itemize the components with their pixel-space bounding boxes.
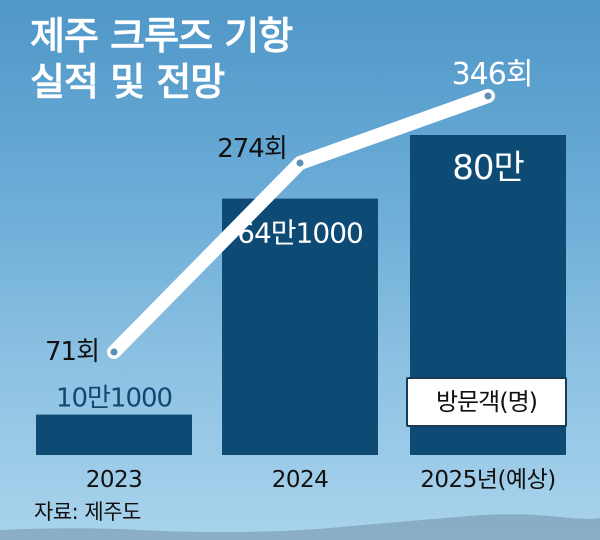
x-tick-label: 2023 — [86, 467, 143, 493]
shoreline — [0, 514, 600, 540]
bar-value-label: 64만1000 — [237, 217, 363, 250]
bar-value-label: 10만1000 — [56, 384, 172, 414]
line-point — [293, 156, 307, 170]
chart-title-line-1: 제주 크루즈 기항 — [30, 14, 293, 58]
x-tick-label: 2024 — [272, 467, 329, 493]
line-point — [107, 345, 121, 359]
labels: 10만1000 2023 64만1000 2024 80만 2025년(예상) 71회 274… — [45, 57, 556, 493]
shoreline-shape — [0, 514, 600, 540]
line-value-label: 346회 — [452, 57, 533, 92]
line-value-label: 274회 — [217, 134, 287, 164]
x-tick-label: 2025년(예상) — [420, 467, 555, 493]
chart-title-line-2: 실적 및 전망 — [30, 60, 225, 104]
bar-value-label: 80만 — [452, 148, 524, 188]
bar-2023 — [36, 414, 192, 455]
source-note: 자료: 제주도 — [34, 500, 141, 524]
legend-label: 방문객(명) — [406, 377, 567, 427]
bar-2024 — [222, 198, 378, 455]
line-series — [107, 89, 495, 359]
line-value-label: 71회 — [45, 337, 99, 367]
line-point — [481, 89, 495, 103]
